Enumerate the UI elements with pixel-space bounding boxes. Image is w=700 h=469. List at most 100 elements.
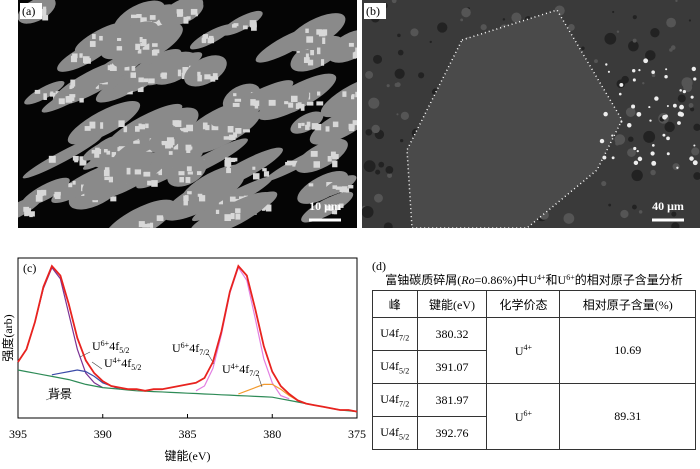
grain	[79, 98, 84, 103]
bright-speck	[689, 156, 694, 161]
header-cell: 相对原子含量(%)	[559, 290, 696, 318]
speck	[461, 7, 471, 18]
grain	[290, 95, 298, 103]
text-run: U4f	[380, 391, 399, 406]
grain	[142, 38, 147, 46]
grain	[235, 128, 242, 134]
grain	[351, 94, 355, 98]
grain	[99, 35, 103, 41]
speck	[400, 138, 404, 143]
micrograph	[18, 0, 357, 228]
grain	[208, 35, 214, 40]
text-run: 6+	[566, 273, 575, 282]
grain	[49, 92, 56, 97]
grain	[94, 151, 100, 158]
grain	[226, 168, 232, 174]
grain	[197, 71, 201, 76]
grain	[178, 12, 184, 17]
grain-band	[321, 175, 357, 197]
grain	[306, 36, 314, 43]
peak-cell: U4f7/2	[372, 383, 418, 417]
bright-speck	[654, 96, 659, 101]
speck	[612, 10, 615, 14]
grain	[106, 150, 111, 155]
speck	[614, 134, 626, 145]
grain-band	[206, 147, 283, 191]
bright-speck	[691, 66, 696, 72]
panel-label: (b)	[366, 4, 380, 18]
grain	[124, 64, 130, 71]
bright-speck	[651, 144, 655, 147]
bright-speck	[631, 104, 636, 109]
series-line	[195, 266, 290, 400]
grain	[351, 95, 355, 100]
grain	[148, 78, 155, 84]
panel-label: (c)	[23, 261, 36, 275]
grain-band	[100, 21, 159, 60]
grain	[131, 65, 136, 71]
grain	[156, 215, 164, 221]
grain	[186, 148, 191, 153]
grain	[95, 84, 99, 89]
bright-speck	[632, 68, 636, 73]
grain	[84, 126, 91, 131]
speck	[374, 193, 383, 203]
speck	[620, 209, 629, 219]
grain	[327, 155, 332, 162]
speck	[385, 166, 394, 174]
grain	[305, 53, 309, 61]
text-run: U	[92, 339, 101, 353]
grain	[139, 37, 143, 43]
grain-band	[148, 127, 183, 153]
speck	[511, 12, 522, 23]
grain	[201, 38, 206, 44]
grain	[138, 221, 145, 228]
grain	[313, 161, 321, 168]
table-row: U4f7/2 381.97 U6+ 89.31	[372, 383, 696, 450]
grain	[263, 171, 270, 177]
grain	[104, 167, 110, 174]
grain	[196, 171, 202, 175]
grain	[233, 93, 237, 97]
text-run: 富铀碳质碎屑(	[385, 272, 461, 287]
header-cell: 化学价态	[486, 290, 561, 318]
grain	[186, 124, 194, 132]
grain	[79, 157, 85, 163]
bright-speck	[693, 77, 697, 81]
y-axis-label: 强度(arb)	[0, 314, 15, 361]
grain	[42, 15, 49, 21]
speck	[616, 30, 620, 33]
speck	[683, 83, 693, 93]
grain	[111, 152, 117, 158]
grain	[232, 102, 240, 107]
leader-line	[79, 351, 91, 358]
bright-speck	[693, 144, 696, 147]
grain	[130, 14, 138, 19]
grain-band	[221, 10, 263, 36]
grain	[103, 149, 108, 153]
grain-band	[98, 137, 136, 164]
speck	[670, 45, 676, 50]
grain	[134, 169, 142, 175]
grain-band	[82, 138, 120, 161]
grain	[185, 177, 191, 183]
text-run: U	[514, 409, 524, 424]
clast	[406, 9, 623, 228]
series-line	[17, 369, 358, 413]
content-cell: 10.69	[559, 317, 696, 384]
grain	[355, 47, 357, 53]
speck	[386, 84, 390, 88]
grain	[325, 126, 330, 132]
bright-speck	[636, 149, 639, 153]
text-run: U4f	[380, 325, 399, 340]
grain	[287, 160, 293, 166]
grain	[212, 73, 218, 78]
grain	[352, 120, 357, 126]
grain	[229, 196, 236, 202]
grain	[140, 42, 147, 47]
bright-speck	[603, 111, 608, 117]
text-run: 的相对原子含量分析	[575, 272, 683, 287]
grain	[265, 204, 269, 210]
text-run: 6+	[523, 408, 533, 418]
speck	[651, 73, 656, 78]
